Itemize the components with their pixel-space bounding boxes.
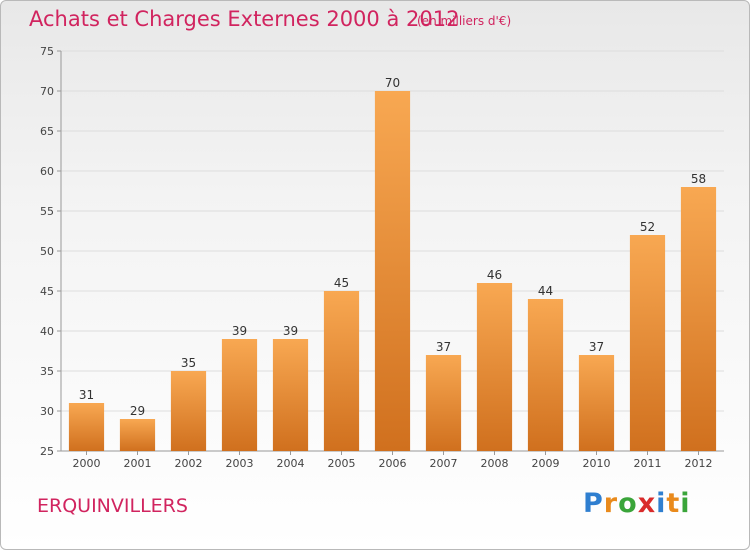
y-tick-label: 25 [40,445,54,458]
y-tick-label: 35 [40,365,54,378]
y-tick-label: 75 [40,45,54,58]
logo-letter: r [603,488,619,519]
data-label: 37 [436,340,451,354]
y-tick-label: 40 [40,325,54,338]
x-tick-label: 2003 [226,457,254,470]
y-tick-label: 30 [40,405,54,418]
data-label: 44 [538,284,553,298]
bar [527,299,564,451]
x-tick-label: 2001 [124,457,152,470]
logo-letter: P [583,488,604,519]
bar [68,403,105,451]
bar [323,291,360,451]
data-label: 35 [181,356,196,370]
bar [578,355,615,451]
bar [425,355,462,451]
logo-letter: i [656,488,667,519]
data-label: 52 [640,220,655,234]
bar [119,419,156,451]
y-tick-label: 45 [40,285,54,298]
data-label: 31 [79,388,94,402]
y-tick-label: 70 [40,85,54,98]
bar [170,371,207,451]
x-tick-label: 2000 [73,457,101,470]
bar [221,339,258,451]
data-label: 58 [691,172,706,186]
x-tick-label: 2012 [685,457,713,470]
x-tick-label: 2011 [634,457,662,470]
bars [68,91,717,451]
y-tick-label: 60 [40,165,54,178]
bar [374,91,411,451]
x-tick-label: 2002 [175,457,203,470]
x-tick-label: 2010 [583,457,611,470]
data-label: 39 [283,324,298,338]
y-tick-label: 50 [40,245,54,258]
chart-title: Achats et Charges Externes 2000 à 2012 [29,7,460,31]
logo-letter: x [637,488,657,519]
data-label: 46 [487,268,502,282]
data-label: 29 [130,404,145,418]
x-tick-label: 2009 [532,457,560,470]
data-label: 37 [589,340,604,354]
bar [272,339,309,451]
logo-letter: t [666,488,681,519]
bar [629,235,666,451]
data-label: 70 [385,76,400,90]
x-tick-label: 2004 [277,457,305,470]
x-tick-label: 2005 [328,457,356,470]
chart-subtitle: (en milliers d'€) [417,14,512,28]
y-tick-label: 65 [40,125,54,138]
commune-name: ERQUINVILLERS [37,495,188,517]
y-tick-label: 55 [40,205,54,218]
x-tick-label: 2006 [379,457,407,470]
bar [680,187,717,451]
bar [476,283,513,451]
labels: 25 30 35 40 45 50 55 60 65 70 75 31 2000 29 2001 35 2002… [40,45,713,470]
logo-letter: o [618,488,638,519]
data-label: 45 [334,276,349,290]
data-label: 39 [232,324,247,338]
x-tick-label: 2008 [481,457,509,470]
proxiti-logo[interactable]: Proxiti [583,488,691,519]
x-tick-label: 2007 [430,457,458,470]
logo-letter: i [680,488,691,519]
